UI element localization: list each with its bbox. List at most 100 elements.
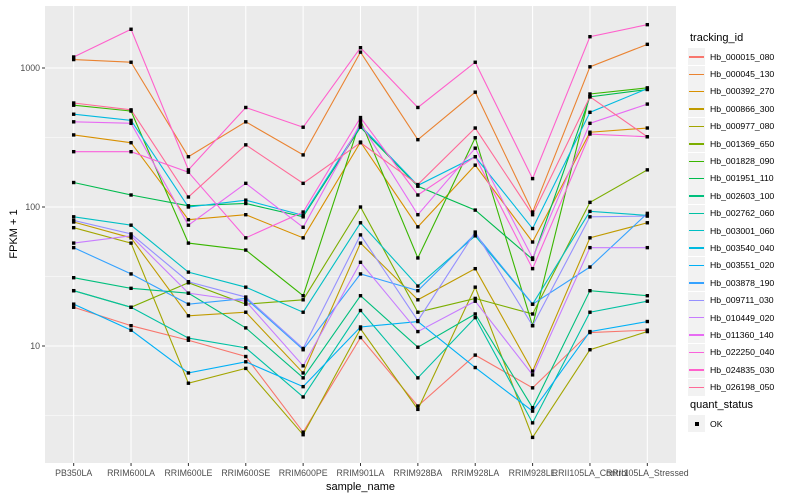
- legend-key-swatch: [688, 82, 705, 100]
- data-point: [71, 302, 76, 306]
- data-point: [71, 225, 76, 230]
- legend-item-Hb_000015_080: Hb_000015_080: [688, 48, 774, 66]
- legend-item-label: Hb_000045_130: [710, 69, 775, 80]
- data-point: [244, 360, 248, 364]
- data-point: [186, 270, 191, 274]
- data-point: [473, 155, 477, 159]
- data-point: [129, 272, 133, 276]
- data-point: [186, 218, 191, 222]
- legend-key-swatch: [688, 222, 705, 240]
- legend-key-line-icon: [689, 230, 704, 232]
- data-point: [358, 308, 363, 313]
- data-point: [129, 328, 133, 332]
- legend-title-quant-status: quant_status: [690, 399, 753, 411]
- legend-key-swatch: [688, 326, 705, 344]
- data-point: [129, 223, 133, 227]
- data-point: [71, 215, 76, 219]
- data-point: [416, 310, 420, 314]
- legend-item-Hb_003551_020: Hb_003551_020: [688, 256, 775, 274]
- data-point: [244, 295, 248, 299]
- legend-key-line-icon: [689, 317, 704, 319]
- legend-item-label: Hb_001951_110: [710, 173, 774, 184]
- data-point: [358, 325, 363, 329]
- data-point: [473, 232, 477, 236]
- data-point: [416, 298, 420, 302]
- data-point: [186, 170, 191, 174]
- data-point: [588, 265, 592, 269]
- data-point: [645, 319, 650, 324]
- data-point: [129, 149, 133, 154]
- data-point: [71, 245, 76, 250]
- data-point: [530, 213, 535, 217]
- legend-key-line-icon: [689, 299, 704, 302]
- data-point: [645, 126, 650, 130]
- data-point: [129, 141, 133, 145]
- data-point: [588, 348, 592, 352]
- data-point: [645, 168, 650, 172]
- data-point: [416, 213, 420, 217]
- data-point: [588, 245, 592, 250]
- legend-item-label: Hb_003878_190: [710, 277, 775, 288]
- data-point: [358, 221, 363, 225]
- legend-key-swatch: [688, 152, 705, 170]
- data-point: [244, 285, 248, 289]
- legend-key-line-icon: [689, 351, 704, 354]
- data-point: [588, 200, 592, 205]
- data-point: [645, 22, 650, 27]
- legend-key-swatch: [688, 239, 705, 257]
- x-tick-label: RRIM600LE: [164, 468, 212, 478]
- x-tick-label: RRII105LA_Control: [552, 468, 628, 478]
- data-point: [473, 60, 477, 64]
- legend-item-label: Hb_002762_060: [710, 208, 775, 219]
- data-point: [358, 233, 363, 237]
- data-point: [358, 272, 363, 276]
- legend-key-line-icon: [689, 264, 704, 267]
- legend-key-line-icon: [689, 56, 704, 58]
- data-point: [473, 266, 477, 271]
- data-point: [645, 329, 650, 334]
- data-point: [358, 327, 363, 331]
- data-point: [645, 211, 650, 216]
- legend-item-Hb_011360_140: Hb_011360_140: [688, 326, 774, 344]
- legend-item-Hb_001951_110: Hb_001951_110: [688, 169, 774, 187]
- data-point: [244, 198, 248, 202]
- data-point: [129, 118, 133, 123]
- data-point: [186, 205, 191, 209]
- data-point: [301, 376, 305, 380]
- data-point: [301, 310, 305, 314]
- data-point: [244, 236, 248, 240]
- data-point: [473, 234, 477, 238]
- data-point: [530, 210, 535, 214]
- x-axis-title: sample_name: [325, 481, 396, 493]
- data-point: [244, 120, 248, 124]
- data-point: [71, 101, 76, 105]
- legend-item-Hb_000392_270: Hb_000392_270: [688, 82, 774, 100]
- data-point: [588, 95, 592, 99]
- legend-item-label: Hb_001828_090: [710, 156, 775, 167]
- data-point: [244, 366, 248, 371]
- data-point: [71, 288, 76, 293]
- x-tick-label: RRIM928LE: [509, 468, 557, 478]
- legend-item-Hb_022250_040: Hb_022250_040: [688, 343, 774, 361]
- data-point: [588, 236, 592, 240]
- data-point: [244, 143, 248, 147]
- data-point: [301, 433, 305, 437]
- data-point: [588, 310, 592, 314]
- legend-item-label: Hb_003551_020: [710, 260, 775, 271]
- data-point: [588, 209, 592, 214]
- data-point: [301, 430, 305, 434]
- data-point: [473, 90, 477, 94]
- data-point: [358, 141, 363, 145]
- data-point: [244, 105, 248, 110]
- legend-key-swatch: [688, 343, 705, 361]
- data-point: [473, 146, 477, 150]
- legend-key-line-icon: [689, 212, 704, 215]
- legend-item-Hb_001828_090: Hb_001828_090: [688, 152, 775, 170]
- data-point: [301, 225, 305, 229]
- data-point: [530, 240, 535, 244]
- data-point: [473, 299, 477, 303]
- legend-item-Hb_000977_080: Hb_000977_080: [688, 117, 774, 135]
- data-point: [129, 286, 133, 291]
- legend-key-line-icon: [689, 108, 704, 110]
- legend-item-label: Hb_003001_060: [710, 225, 775, 236]
